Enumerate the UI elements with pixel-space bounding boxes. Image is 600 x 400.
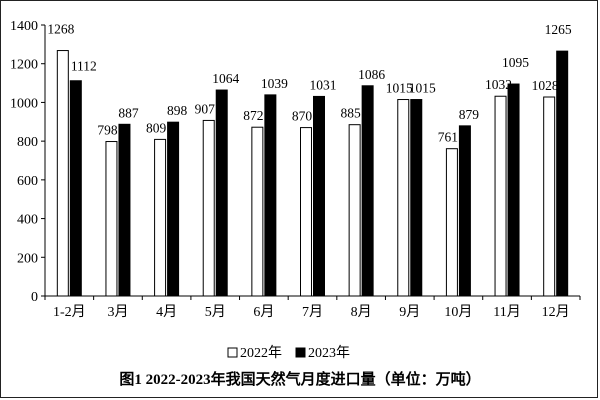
- chart-title: 图1 2022-2023年我国天然气月度进口量（单位：万吨）: [119, 370, 480, 388]
- bar-2023: [556, 50, 569, 297]
- bar-2023: [507, 83, 520, 297]
- data-label-2023: 887: [118, 105, 139, 120]
- x-category-label: 1-2月: [53, 304, 86, 320]
- data-label-2023: 1015: [409, 81, 436, 96]
- bar-2023: [264, 94, 277, 297]
- bar-2023: [118, 123, 131, 297]
- legend-label-2023: 2023年: [308, 345, 350, 361]
- data-label-2022: 761: [438, 130, 458, 145]
- x-category-label: 3月: [107, 304, 128, 320]
- data-label-2023: 1112: [71, 59, 97, 74]
- legend-swatch-2022: [227, 347, 238, 358]
- bar-2022: [397, 99, 410, 297]
- bar-2022: [543, 96, 556, 297]
- chart-legend: 2022年 2023年: [227, 345, 350, 361]
- x-category-label: 6月: [253, 304, 274, 320]
- bar-2022: [348, 124, 361, 297]
- bar-2022: [494, 95, 507, 297]
- bar-2023: [458, 125, 471, 297]
- bar-2023: [215, 89, 228, 297]
- y-tick-label: 400: [17, 213, 38, 228]
- bar-2023: [313, 95, 325, 297]
- legend-label-2022: 2022年: [240, 345, 282, 361]
- y-tick-label: 0: [31, 290, 38, 305]
- y-tick-label: 1000: [10, 96, 38, 111]
- x-category-label: 7月: [302, 304, 323, 320]
- data-label-2022: 1268: [47, 22, 74, 37]
- bar-2022: [300, 127, 312, 297]
- data-label-2023: 1095: [502, 55, 529, 70]
- data-label-2023: 1265: [545, 22, 572, 37]
- bar-2022: [105, 141, 118, 297]
- data-label-2023: 1086: [358, 67, 385, 82]
- data-label-2022: 1015: [386, 81, 413, 96]
- x-category-label: 12月: [542, 304, 570, 320]
- data-label-2023: 879: [459, 107, 480, 122]
- chart-bars: [56, 50, 569, 297]
- chart-axes: 0 200 400 600 800 1000 1200 1400 1-2月 3月 4月 5月 6月 7月 8…: [10, 19, 581, 320]
- bar-2022: [202, 119, 215, 297]
- x-category-label: 8月: [351, 304, 372, 320]
- data-label-2022: 885: [341, 106, 362, 121]
- data-label-2023: 1064: [212, 71, 239, 86]
- data-label-2023: 898: [167, 103, 188, 118]
- legend-swatch-2023: [295, 347, 306, 358]
- bar-2022: [445, 148, 458, 297]
- x-category-label: 10月: [444, 304, 472, 320]
- y-tick-label: 800: [17, 135, 38, 150]
- bar-2022: [154, 138, 167, 297]
- y-tick-label: 200: [17, 251, 38, 266]
- y-tick-label: 1200: [10, 58, 38, 73]
- data-label-2022: 1028: [532, 78, 559, 93]
- data-label-2022: 907: [195, 101, 216, 116]
- bar-2023: [410, 99, 423, 297]
- y-tick-label: 1400: [10, 19, 38, 34]
- data-label-2022: 870: [292, 109, 313, 124]
- data-label-2022: 809: [146, 120, 167, 135]
- bar-2022: [56, 50, 69, 297]
- bar-2023: [167, 121, 180, 297]
- data-label-2023: 1039: [261, 76, 288, 91]
- data-label-2022: 798: [97, 123, 118, 138]
- bar-2022: [251, 126, 264, 297]
- bar-2023: [69, 80, 82, 297]
- x-category-label: 11月: [493, 304, 520, 320]
- x-category-label: 5月: [205, 304, 226, 320]
- x-category-label: 4月: [156, 304, 177, 320]
- y-tick-label: 600: [17, 174, 38, 189]
- bar-2023: [361, 85, 374, 297]
- data-label-2022: 1032: [485, 77, 512, 92]
- x-category-label: 9月: [399, 304, 420, 320]
- data-label-2022: 872: [243, 108, 263, 123]
- data-label-2023: 1031: [310, 77, 337, 92]
